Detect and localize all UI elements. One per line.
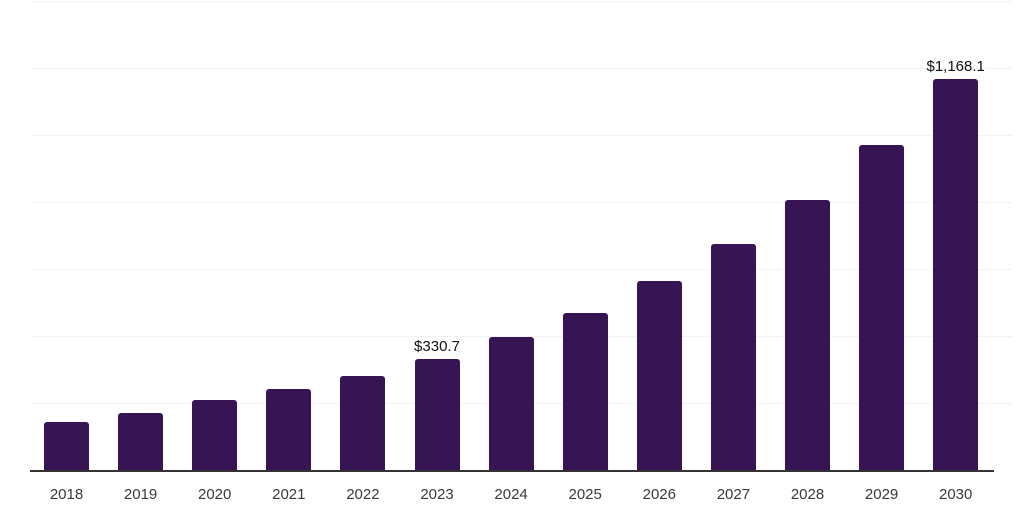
value-label-2023: $330.7 xyxy=(414,338,460,356)
x-tick-label-2030: 2030 xyxy=(939,486,973,503)
bar-2019 xyxy=(118,412,164,470)
x-tick-label-2020: 2020 xyxy=(198,486,232,503)
x-tick-label-2021: 2021 xyxy=(272,486,306,503)
bar-2018 xyxy=(44,421,89,470)
bar-2022 xyxy=(340,376,386,470)
x-tick-label-2027: 2027 xyxy=(716,486,751,503)
gridline xyxy=(30,135,1012,136)
bar-2024 xyxy=(488,337,534,470)
x-tick-label-2023: 2023 xyxy=(420,486,454,503)
bar-2026 xyxy=(636,280,682,470)
bar-2020 xyxy=(192,400,238,470)
bar-2023 xyxy=(414,359,460,470)
x-tick-label-2019: 2019 xyxy=(123,486,158,503)
bar-2029 xyxy=(859,144,905,470)
x-tick-label-2029: 2029 xyxy=(864,486,899,503)
bar-2028 xyxy=(785,199,830,470)
bar-2030 xyxy=(933,78,979,470)
x-tick-label-2028: 2028 xyxy=(790,486,825,503)
value-label-2030: $1,168.1 xyxy=(926,57,985,75)
x-tick-label-2022: 2022 xyxy=(346,486,380,503)
bar-2021 xyxy=(266,388,312,470)
gridline xyxy=(30,68,1012,69)
bar-2025 xyxy=(562,312,608,470)
bar-2027 xyxy=(710,244,756,470)
x-tick-label-2024: 2024 xyxy=(494,486,528,503)
gridline xyxy=(30,1,1012,2)
x-tick-label-2025: 2025 xyxy=(568,486,602,503)
x-tick-label-2026: 2026 xyxy=(642,486,676,503)
x-tick-label-2018: 2018 xyxy=(49,486,84,503)
x-axis-line xyxy=(30,470,994,472)
